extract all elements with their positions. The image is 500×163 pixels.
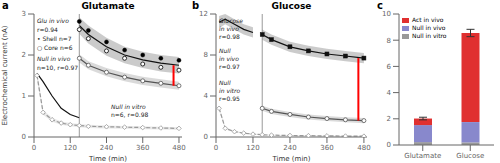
svg-text:Time (min): Time (min): [271, 155, 310, 163]
html-text:c: c: [377, 0, 383, 11]
svg-text:Glucose: Glucose: [456, 152, 484, 160]
svg-text:8: 8: [387, 37, 391, 45]
html-text:Glu in vivo: Glu in vivo: [37, 17, 69, 25]
html-text:r=0.97: r=0.97: [219, 63, 240, 71]
svg-text:0: 0: [22, 133, 26, 141]
html-text:r=0.98: r=0.98: [219, 32, 240, 40]
svg-text:480: 480: [357, 144, 370, 152]
svg-text:120: 120: [246, 144, 259, 152]
html-text:Null in vitro: Null in vitro: [412, 32, 447, 39]
html-text:r=0.94: r=0.94: [37, 25, 58, 33]
svg-text:360: 360: [136, 144, 149, 152]
html-text:Null in vivo: Null in vivo: [37, 55, 71, 63]
svg-text:12: 12: [199, 10, 208, 18]
svg-text:Electrochemical current (nA): Electrochemical current (nA): [8, 25, 9, 125]
svg-text:8: 8: [204, 51, 208, 59]
svg-text:Time (min): Time (min): [88, 155, 127, 163]
svg-text:0: 0: [214, 144, 218, 152]
svg-text:1: 1: [22, 92, 26, 100]
svg-text:4: 4: [204, 92, 209, 100]
html-text:in vitro: in vitro: [219, 86, 241, 94]
svg-text:240: 240: [100, 144, 113, 152]
html-text:n=10, r=0.97: n=10, r=0.97: [37, 63, 79, 71]
svg-text:120: 120: [64, 144, 77, 152]
html-text:r=0.95: r=0.95: [219, 94, 240, 102]
html-text:• Shell n=7: • Shell n=7: [37, 34, 72, 42]
html-text:Glucose: Glucose: [219, 17, 243, 25]
svg-text:0: 0: [204, 133, 208, 141]
html-text:b: b: [192, 0, 200, 11]
html-text:Glucose: Glucose: [271, 1, 312, 11]
svg-text:0: 0: [32, 144, 36, 152]
svg-text:2: 2: [22, 51, 26, 59]
html-text:Null: Null: [219, 47, 231, 55]
svg-text:4: 4: [387, 89, 392, 97]
svg-text:0: 0: [387, 141, 391, 149]
svg-text:6: 6: [387, 63, 392, 71]
html-text:a: a: [2, 0, 9, 11]
html-text:in vivo: in vivo: [219, 55, 239, 63]
html-text:in vivo: in vivo: [219, 24, 239, 32]
html-text:n=6, r=0.98: n=6, r=0.98: [111, 111, 149, 119]
html-text:Glutamate: Glutamate: [81, 1, 135, 11]
svg-text:2: 2: [387, 115, 391, 123]
html-text:○ Core n=6: ○ Core n=6: [37, 44, 73, 52]
html-text:Act in vivo: Act in vivo: [412, 16, 444, 23]
svg-text:360: 360: [320, 144, 333, 152]
html-text:Null in vivo: Null in vivo: [412, 24, 446, 31]
svg-text:3: 3: [22, 10, 26, 18]
svg-text:Glutamate: Glutamate: [404, 152, 441, 160]
svg-text:240: 240: [283, 144, 296, 152]
svg-text:480: 480: [172, 144, 185, 152]
html-text:Null: Null: [219, 78, 231, 86]
svg-text:10: 10: [382, 10, 391, 18]
html-text:Null in vitro: Null in vitro: [111, 102, 146, 110]
